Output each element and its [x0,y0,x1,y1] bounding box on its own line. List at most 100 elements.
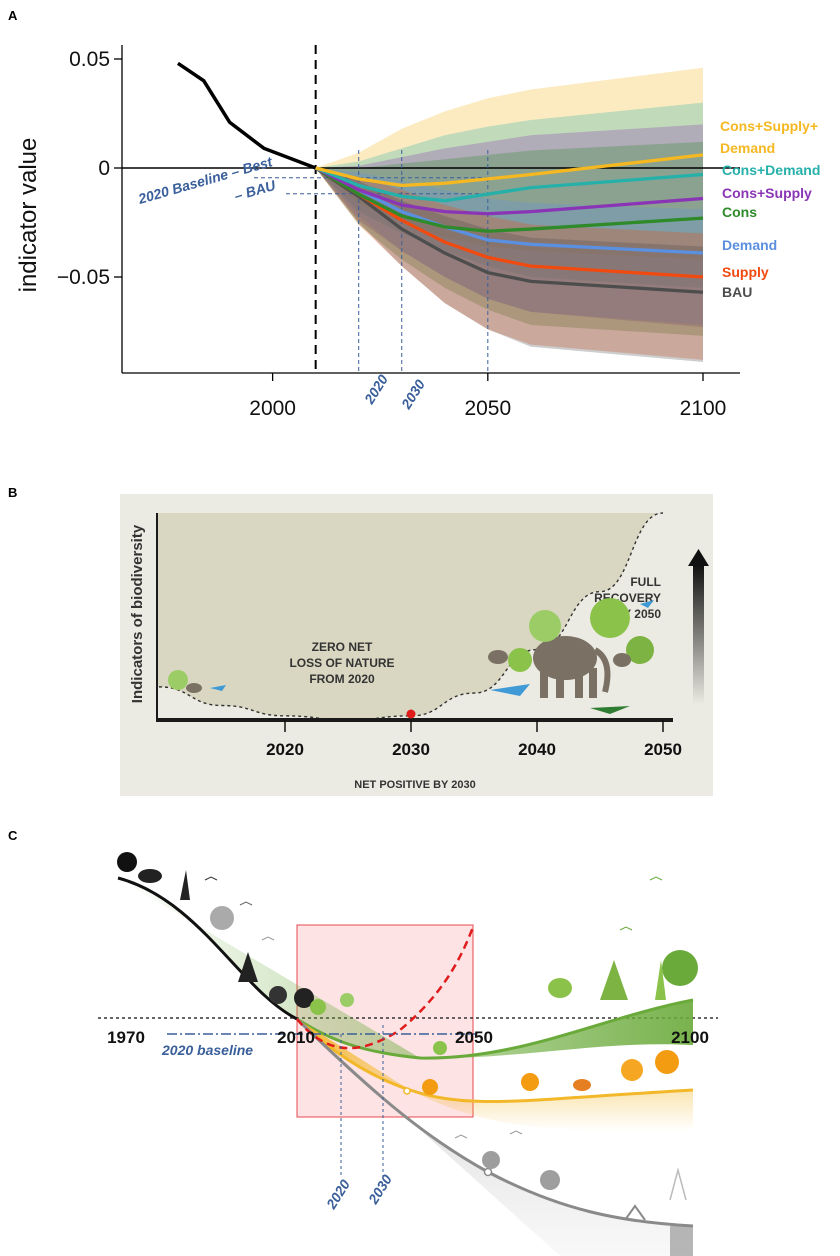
panel-a-y-ticks: 0.05 0 −0.05 [57,48,122,289]
panel-c-recovery-area [118,878,693,1059]
panel-c-2020-label: 2020 [322,1177,353,1213]
series-line [315,166,704,203]
panel-c-chart: 1970 2010 2050 2100 2020 baseline 2020 2030 [98,852,718,1256]
bush-icon-green [548,978,572,998]
panel-b-2030-marker [406,709,416,719]
panel-c-stabilize-marker [403,1087,411,1095]
x-tick-label: 2010 [277,1028,315,1047]
x-tick-label: 2000 [249,397,296,420]
uncertainty-band [315,102,703,288]
tree-icon-2 [210,906,234,930]
giraffe-icon-green [655,960,666,1000]
conifer-icon-green [600,960,628,1000]
panel-a-2020-label: 2020 [360,372,391,408]
bear-icon [186,683,202,693]
x-tick-label: 2040 [518,740,556,759]
bird-icon [204,876,218,881]
panel-b-ylabel: Indicators of biodiversity [129,524,146,703]
zero-net-line-3: FROM 2020 [309,672,375,686]
tree-icon-green-3 [433,1041,447,1055]
fish-icon [640,600,654,608]
legend-label: Cons+Demand [722,162,820,178]
tree-icon-green-2 [340,993,354,1007]
panel-a-baseline-best-label: 2020 Baseline – Best [135,153,275,207]
series-line [314,166,704,294]
camel-icon [573,1079,591,1091]
panel-a-uncertainty-bands [315,67,703,363]
panel-a-chart: 0.05 0 −0.05 2000 2050 2100 Cons+Supply+ Dema… [15,45,820,420]
legend-label: BAU [722,284,752,300]
panel-b-letter: B [8,485,17,500]
panel-a-series-lines [314,153,704,294]
bird-icon-3 [261,936,275,941]
panel-a-2030-label: 2030 [397,377,428,413]
panel-b-zero-net-annotation: ZERO NET LOSS OF NATURE FROM 2020 [289,640,394,686]
tree-icon-orange-3 [621,1059,643,1081]
historical-series-line [176,61,317,170]
bird-icon-green [649,876,663,881]
bird-icon-2 [239,901,253,906]
panel-c-stabilize-area [297,1019,693,1131]
bare-tree-icon [669,1167,687,1201]
panel-c-recovery-trajectory [296,998,694,1060]
tree-icon [508,598,654,672]
panel-a-legend: Cons+Supply+ Demand Cons+Demand Cons+Supply… [720,118,820,300]
zero-net-line-1: ZERO NET [312,640,373,654]
panel-c-decline-area [297,1019,693,1256]
panel-b-trend-curve [158,512,664,721]
tree-icon-grey-2 [540,1170,560,1190]
tree-icon-grey [482,1151,500,1169]
panel-a-ylabel: indicator value [15,138,42,293]
legend-label: Demand [720,140,775,156]
panel-a-baseline-bau-label: – BAU [232,177,278,204]
panel-a-letter: A [8,8,18,23]
panel-c-past-wildlife-illustration [117,852,314,1008]
bird-icon-grey [454,1134,468,1139]
series-line [314,166,704,233]
tree-icon-4 [294,988,314,1008]
shark-icon [490,684,530,696]
panel-c-x-ticks: 1970 2010 2050 2100 [107,1028,709,1047]
uncertainty-band [315,124,703,328]
small-mammal-icon-2 [613,653,631,667]
zero-net-line-2: LOSS OF NATURE [289,656,394,670]
panel-b-wildlife-illustration [168,598,654,714]
y-tick-label: 0 [98,157,110,180]
tree-icon-orange-2 [521,1073,539,1091]
legend-label: Demand [722,237,777,253]
x-tick-label: 2100 [671,1028,709,1047]
panel-c-historical-decline [117,876,298,1021]
panel-a-historical-line [176,61,317,170]
panel-b-x-ticks: 2020 2030 2040 2050 [266,720,682,759]
tree-icon-orange-4 [655,1050,679,1074]
x-tick-label: 2050 [644,740,682,759]
crocodile-icon [590,706,630,714]
panel-b-gradient-arrow-head [688,549,709,566]
tree-icon-green-4 [662,950,698,986]
x-tick-label: 2050 [464,397,511,420]
x-tick-label: 2020 [266,740,304,759]
tree-icon-orange [422,1079,438,1095]
uncertainty-band [315,67,703,260]
x-tick-label: 2050 [455,1028,493,1047]
legend-label: Supply [722,264,769,280]
panel-c-stabilize-trajectory [295,1017,694,1104]
x-tick-label: 2100 [680,397,727,420]
conifer-icon [238,952,258,982]
panel-b-gradient-arrow-shaft [693,565,704,705]
tree-icon-green [310,999,326,1015]
elephant-icon [138,869,162,883]
panel-a-x-ticks: 2000 2050 2100 [249,373,726,420]
tree-icon [117,852,137,872]
legend-label: Cons+Supply [722,185,812,201]
panel-c-2030-label: 2030 [364,1172,395,1208]
panel-b-chart: 2020 2030 2040 2050 Indicators of biodivers… [120,494,713,796]
x-tick-label: 2030 [392,740,430,759]
panel-c-decline-marker [483,1167,493,1177]
tree-icon-3 [269,986,287,1004]
x-tick-label: 1970 [107,1028,145,1047]
y-tick-label: 0.05 [69,48,110,71]
y-tick-label: −0.05 [57,266,110,289]
panel-c-projection-curve [296,926,475,1050]
panel-c-decline-fade [670,1226,693,1256]
